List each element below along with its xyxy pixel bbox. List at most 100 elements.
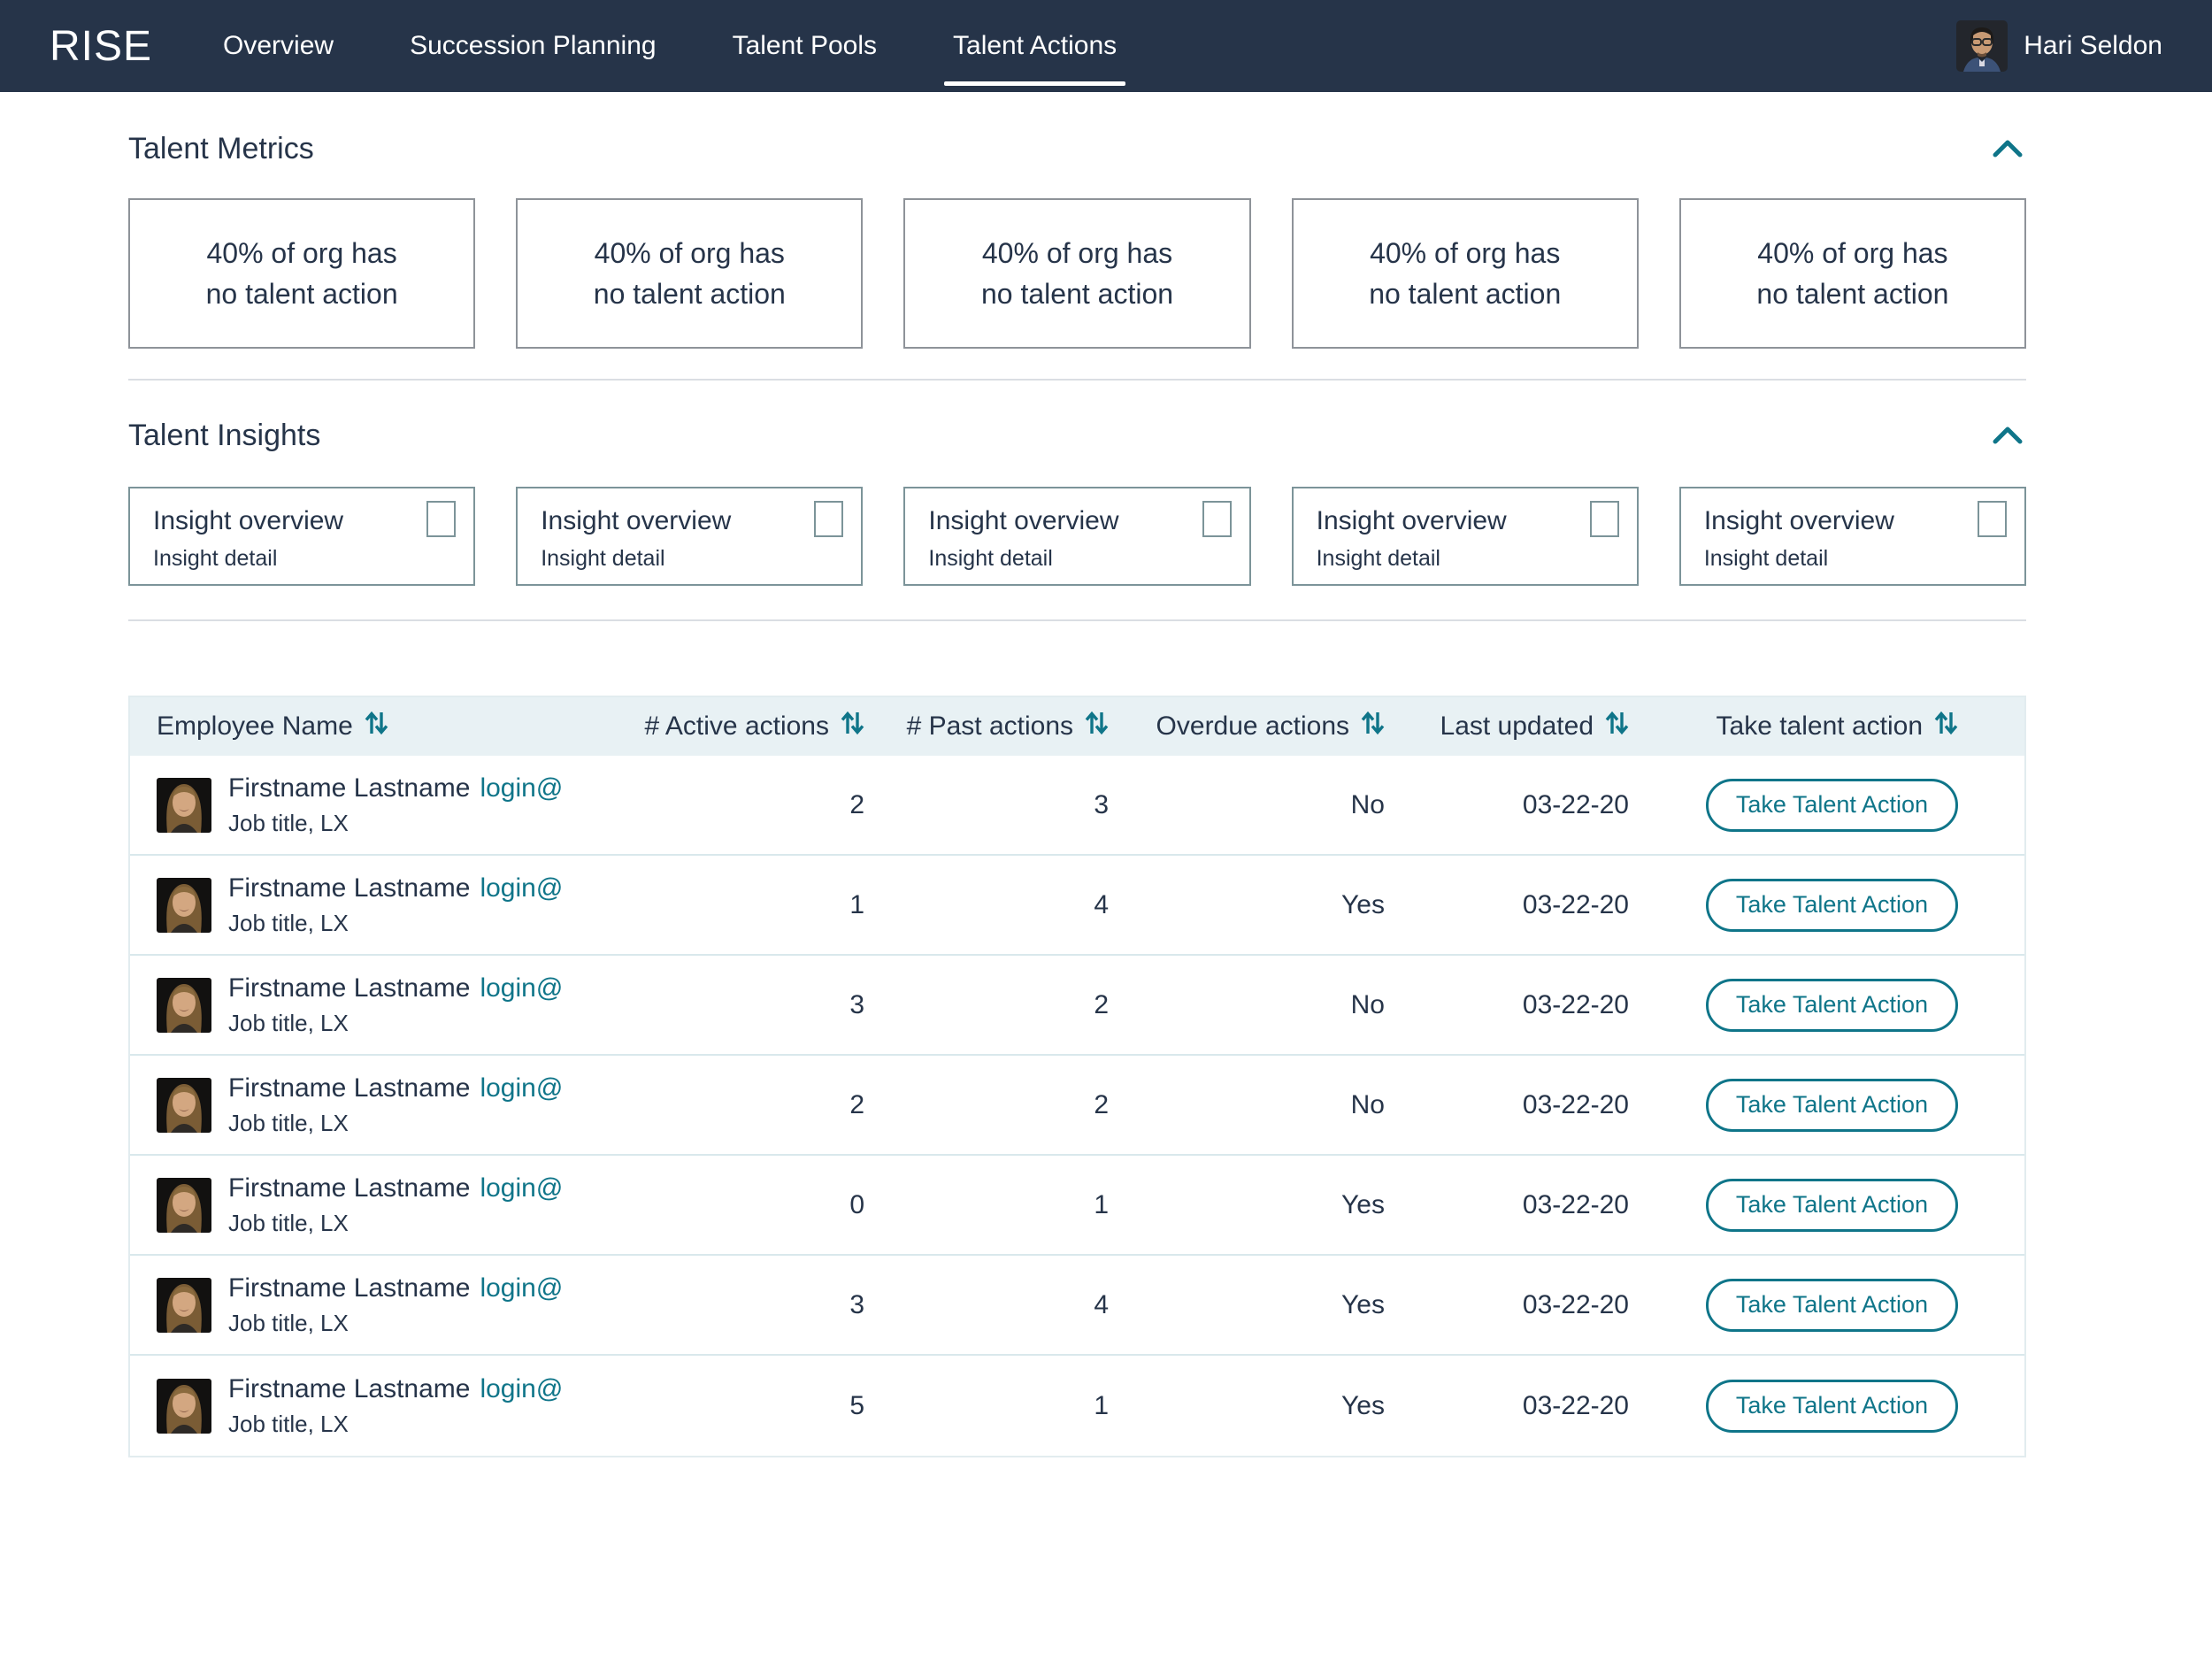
employee-cell: Firstname Lastname login@ Job title, LX bbox=[157, 1374, 652, 1438]
active-actions-cell: 1 bbox=[849, 889, 864, 919]
employee-login-link[interactable]: login@ bbox=[480, 1273, 564, 1303]
employee-name: Firstname Lastname bbox=[228, 973, 471, 1003]
insight-overview: Insight overview bbox=[153, 506, 344, 535]
talent-insights-header: Talent Insights bbox=[128, 418, 2026, 453]
insight-checkbox[interactable] bbox=[1589, 501, 1619, 537]
action-cell: Take Talent Action bbox=[1629, 978, 1998, 1032]
employee-cell: Firstname Lastname login@ Job title, LX bbox=[157, 1273, 652, 1337]
user-menu[interactable]: Hari Seldon bbox=[1956, 20, 2162, 72]
metric-text: 40% of org has no talent action bbox=[205, 236, 398, 310]
employee-text: Firstname Lastname login@ Job title, LX bbox=[228, 1073, 563, 1137]
column-header-active-actions[interactable]: # Active actions bbox=[645, 711, 864, 742]
section-divider bbox=[128, 379, 2026, 381]
employee-name: Firstname Lastname bbox=[228, 1073, 471, 1103]
table-row: Firstname Lastname login@ Job title, LX … bbox=[130, 1156, 2024, 1256]
employee-job-title: Job title, LX bbox=[228, 1209, 349, 1236]
metric-text: 40% of org has no talent action bbox=[1369, 236, 1562, 310]
overdue-actions-cell: Yes bbox=[1341, 1189, 1385, 1219]
tab-talent-pools[interactable]: Talent Pools bbox=[732, 31, 878, 60]
table-row: Firstname Lastname login@ Job title, LX … bbox=[130, 1256, 2024, 1356]
metric-card: 40% of org has no talent action bbox=[1678, 198, 2027, 349]
section-title-talent-insights: Talent Insights bbox=[128, 419, 321, 452]
insight-overview: Insight overview bbox=[541, 506, 732, 535]
insight-checkbox[interactable] bbox=[426, 501, 457, 537]
active-actions-cell: 3 bbox=[849, 1289, 864, 1319]
section-divider bbox=[128, 619, 2026, 621]
last-updated-cell: 03-22-20 bbox=[1522, 1289, 1629, 1319]
column-header-employee-name[interactable]: Employee Name bbox=[157, 711, 652, 742]
main-content: Talent Metrics 40% of org has no talent … bbox=[0, 131, 2212, 1457]
column-label: # Past actions bbox=[906, 711, 1073, 741]
employee-job-title: Job title, LX bbox=[228, 809, 349, 836]
employee-login-link[interactable]: login@ bbox=[480, 773, 564, 803]
tab-succession-planning[interactable]: Succession Planning bbox=[410, 31, 657, 60]
insight-detail: Insight detail bbox=[541, 546, 665, 571]
employee-name: Firstname Lastname bbox=[228, 1273, 471, 1303]
take-talent-action-button[interactable]: Take Talent Action bbox=[1705, 1379, 1958, 1433]
insight-card: Insight overview Insight detail bbox=[1678, 487, 2027, 586]
table-header: Employee Name # Active actions # Past ac… bbox=[130, 697, 2024, 756]
take-talent-action-button[interactable]: Take Talent Action bbox=[1705, 778, 1958, 832]
last-updated-cell: 03-22-20 bbox=[1522, 1189, 1629, 1219]
take-talent-action-button[interactable]: Take Talent Action bbox=[1705, 978, 1958, 1032]
tab-overview[interactable]: Overview bbox=[223, 31, 334, 60]
employee-avatar bbox=[157, 1077, 211, 1133]
user-avatar bbox=[1956, 20, 2008, 72]
sort-icon bbox=[841, 711, 864, 742]
take-talent-action-button[interactable]: Take Talent Action bbox=[1705, 878, 1958, 932]
active-actions-cell: 0 bbox=[849, 1189, 864, 1219]
active-actions-cell: 3 bbox=[849, 989, 864, 1019]
column-header-last-updated[interactable]: Last updated bbox=[1385, 711, 1629, 742]
action-cell: Take Talent Action bbox=[1629, 1278, 1998, 1332]
insight-checkbox[interactable] bbox=[814, 501, 844, 537]
talent-actions-table: Employee Name # Active actions # Past ac… bbox=[128, 696, 2026, 1457]
insight-detail: Insight detail bbox=[1703, 546, 1829, 571]
brand-logo[interactable]: RISE bbox=[50, 22, 153, 70]
employee-login-link[interactable]: login@ bbox=[480, 973, 564, 1003]
employee-job-title: Job title, LX bbox=[228, 1309, 349, 1336]
insight-overview: Insight overview bbox=[1316, 506, 1507, 535]
tab-talent-actions[interactable]: Talent Actions bbox=[944, 0, 1126, 92]
chevron-up-icon bbox=[1993, 140, 2023, 160]
employee-name: Firstname Lastname bbox=[228, 1173, 471, 1203]
overdue-actions-cell: Yes bbox=[1341, 1390, 1385, 1420]
employee-cell: Firstname Lastname login@ Job title, LX bbox=[157, 873, 652, 937]
collapse-metrics-button[interactable] bbox=[1989, 136, 2026, 161]
metric-card: 40% of org has no talent action bbox=[1291, 198, 1639, 349]
insight-card: Insight overview Insight detail bbox=[128, 487, 476, 586]
employee-cell: Firstname Lastname login@ Job title, LX bbox=[157, 1073, 652, 1137]
column-header-overdue-actions[interactable]: Overdue actions bbox=[1109, 711, 1385, 742]
collapse-insights-button[interactable] bbox=[1989, 423, 2026, 448]
employee-cell: Firstname Lastname login@ Job title, LX bbox=[157, 773, 652, 837]
action-cell: Take Talent Action bbox=[1629, 1178, 1998, 1232]
overdue-actions-cell: No bbox=[1350, 1089, 1385, 1119]
insight-checkbox[interactable] bbox=[1202, 501, 1232, 537]
overdue-actions-cell: No bbox=[1350, 789, 1385, 819]
insight-checkbox[interactable] bbox=[1978, 501, 2008, 537]
employee-job-title: Job title, LX bbox=[228, 1410, 349, 1437]
overdue-actions-cell: Yes bbox=[1341, 1289, 1385, 1319]
section-title-talent-metrics: Talent Metrics bbox=[128, 132, 314, 165]
column-label: Take talent action bbox=[1716, 711, 1923, 741]
column-header-past-actions[interactable]: # Past actions bbox=[864, 711, 1109, 742]
insight-card-list: Insight overview Insight detail Insight … bbox=[128, 487, 2027, 586]
past-actions-cell: 2 bbox=[1094, 1089, 1109, 1119]
metric-card: 40% of org has no talent action bbox=[903, 198, 1251, 349]
employee-job-title: Job title, LX bbox=[228, 1009, 349, 1036]
employee-login-link[interactable]: login@ bbox=[480, 1173, 564, 1203]
column-label: Employee Name bbox=[157, 711, 353, 741]
take-talent-action-button[interactable]: Take Talent Action bbox=[1705, 1078, 1958, 1132]
employee-login-link[interactable]: login@ bbox=[480, 873, 564, 903]
employee-login-link[interactable]: login@ bbox=[480, 1373, 564, 1403]
take-talent-action-button[interactable]: Take Talent Action bbox=[1705, 1178, 1958, 1232]
insight-overview: Insight overview bbox=[1703, 506, 1894, 535]
employee-name: Firstname Lastname bbox=[228, 773, 471, 803]
navbar: RISE Overview Succession Planning Talent… bbox=[0, 0, 2212, 92]
employee-login-link[interactable]: login@ bbox=[480, 1073, 564, 1103]
column-header-take-talent-action[interactable]: Take talent action bbox=[1629, 711, 1998, 742]
table-row: Firstname Lastname login@ Job title, LX … bbox=[130, 1056, 2024, 1156]
employee-avatar bbox=[157, 777, 211, 833]
table-row: Firstname Lastname login@ Job title, LX … bbox=[130, 956, 2024, 1056]
take-talent-action-button[interactable]: Take Talent Action bbox=[1705, 1278, 1958, 1332]
metric-text: 40% of org has no talent action bbox=[980, 236, 1174, 310]
